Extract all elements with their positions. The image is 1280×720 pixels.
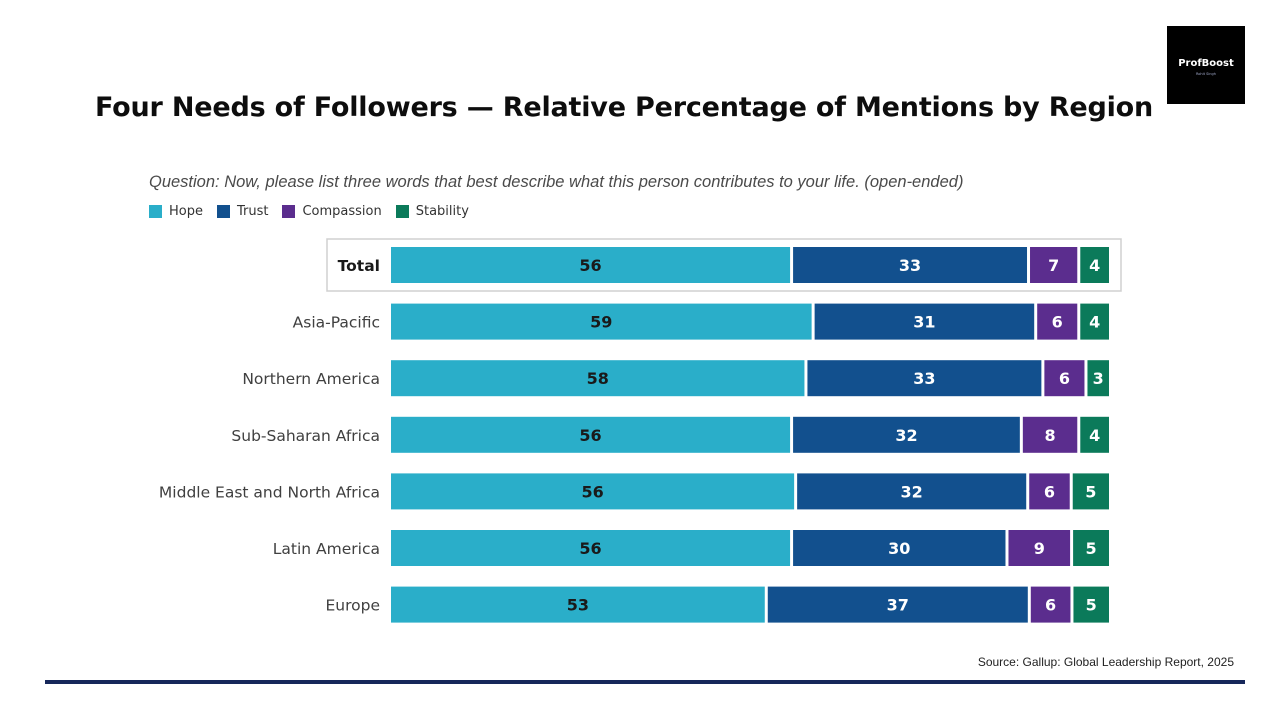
- data-label-latin-america-compassion: 9: [1034, 539, 1045, 558]
- bar-europe-compassion: [1030, 586, 1071, 623]
- source-citation: Source: Gallup: Global Leadership Report…: [977, 655, 1234, 669]
- bar-middle-east-and-north-africa-trust: [797, 473, 1027, 510]
- category-label-total: Total: [338, 257, 380, 275]
- data-label-europe-trust: 37: [887, 596, 909, 615]
- data-label-northern-america-compassion: 6: [1059, 369, 1070, 388]
- bar-latin-america-compassion: [1008, 530, 1071, 566]
- data-label-europe-compassion: 6: [1045, 596, 1056, 615]
- category-label-europe: Europe: [325, 597, 380, 615]
- bar-latin-america-trust: [793, 530, 1006, 566]
- legend-label-stability: Stability: [415, 204, 469, 219]
- legend-swatch-hope: [149, 205, 162, 218]
- legend-swatch-compassion: [282, 205, 296, 218]
- data-label-sub-saharan-africa-stability: 4: [1089, 426, 1100, 445]
- bar-northern-america-compassion: [1044, 360, 1085, 397]
- data-label-total-stability: 4: [1089, 256, 1100, 275]
- bar-latin-america-stability: [1073, 530, 1109, 566]
- data-label-northern-america-trust: 33: [913, 369, 935, 388]
- bar-northern-america-stability: [1087, 360, 1109, 397]
- bar-total-stability: [1080, 247, 1109, 283]
- data-label-northern-america-stability: 3: [1093, 369, 1104, 388]
- legend-label-trust: Trust: [236, 204, 269, 219]
- data-label-sub-saharan-africa-compassion: 8: [1044, 426, 1055, 445]
- logo-brand: ProfBoost: [1178, 58, 1234, 69]
- category-label-middle-east-and-north-africa: Middle East and North Africa: [159, 483, 380, 501]
- bar-sub-saharan-africa-compassion: [1022, 416, 1078, 453]
- data-label-total-hope: 56: [579, 256, 601, 275]
- legend-item-trust: Trust: [216, 204, 269, 219]
- category-label-northern-america: Northern America: [242, 370, 380, 388]
- data-label-latin-america-stability: 5: [1085, 539, 1096, 558]
- data-label-middle-east-and-north-africa-stability: 5: [1085, 482, 1096, 501]
- legend-item-compassion: Compassion: [282, 204, 382, 219]
- data-label-asia-pacific-trust: 31: [913, 313, 935, 332]
- data-label-europe-stability: 5: [1086, 596, 1097, 615]
- legend-label-hope: Hope: [169, 204, 203, 219]
- bar-sub-saharan-africa-hope: [391, 416, 791, 453]
- legend-swatch-trust: [216, 205, 230, 218]
- bar-europe-trust: [767, 586, 1028, 623]
- data-label-sub-saharan-africa-hope: 56: [579, 426, 601, 445]
- bar-total-trust: [793, 247, 1028, 283]
- data-label-asia-pacific-compassion: 6: [1052, 313, 1063, 332]
- data-label-total-compassion: 7: [1048, 256, 1059, 275]
- legend-item-stability: Stability: [395, 204, 469, 219]
- data-label-middle-east-and-north-africa-hope: 56: [581, 482, 603, 501]
- chart-legend: Hope Trust Compassion Stability: [149, 204, 469, 219]
- data-label-total-trust: 33: [899, 256, 921, 275]
- data-label-asia-pacific-hope: 59: [590, 313, 612, 332]
- chart-question: Question: Now, please list three words t…: [149, 173, 964, 191]
- data-label-middle-east-and-north-africa-compassion: 6: [1044, 482, 1055, 501]
- bar-latin-america-hope: [391, 530, 791, 566]
- category-label-latin-america: Latin America: [273, 540, 380, 558]
- bar-sub-saharan-africa-trust: [793, 416, 1020, 453]
- bar-middle-east-and-north-africa-hope: [391, 473, 795, 510]
- bar-asia-pacific-trust: [814, 303, 1035, 340]
- legend-swatch-stability: [395, 205, 409, 218]
- bar-europe-stability: [1073, 586, 1109, 623]
- data-label-latin-america-trust: 30: [888, 539, 910, 558]
- logo-tagline: Rohit Singh: [1196, 72, 1216, 76]
- bar-northern-america-trust: [807, 360, 1042, 397]
- bar-asia-pacific-compassion: [1037, 303, 1078, 340]
- bar-total-compassion: [1030, 247, 1078, 283]
- data-label-middle-east-and-north-africa-trust: 32: [901, 482, 923, 501]
- footer-divider: [45, 680, 1245, 684]
- bar-asia-pacific-hope: [391, 303, 812, 340]
- slide-title: Four Needs of Followers — Relative Perce…: [95, 92, 1154, 123]
- bar-europe-hope: [391, 586, 765, 623]
- data-label-europe-hope: 53: [567, 596, 589, 615]
- category-label-asia-pacific: Asia-Pacific: [293, 314, 380, 332]
- data-label-northern-america-hope: 58: [587, 369, 609, 388]
- data-label-asia-pacific-stability: 4: [1089, 313, 1100, 332]
- legend-item-hope: Hope: [149, 204, 203, 219]
- bar-middle-east-and-north-africa-compassion: [1029, 473, 1070, 510]
- profboost-logo: ProfBoost Rohit Singh: [1167, 26, 1245, 104]
- bar-middle-east-and-north-africa-stability: [1072, 473, 1109, 510]
- bar-asia-pacific-stability: [1080, 303, 1109, 340]
- bar-northern-america-hope: [391, 360, 805, 397]
- data-label-sub-saharan-africa-trust: 32: [895, 426, 917, 445]
- category-label-sub-saharan-africa: Sub-Saharan Africa: [231, 427, 380, 445]
- bar-total-hope: [391, 247, 791, 283]
- bar-sub-saharan-africa-stability: [1080, 416, 1109, 453]
- data-label-latin-america-hope: 56: [579, 539, 601, 558]
- legend-label-compassion: Compassion: [302, 204, 382, 219]
